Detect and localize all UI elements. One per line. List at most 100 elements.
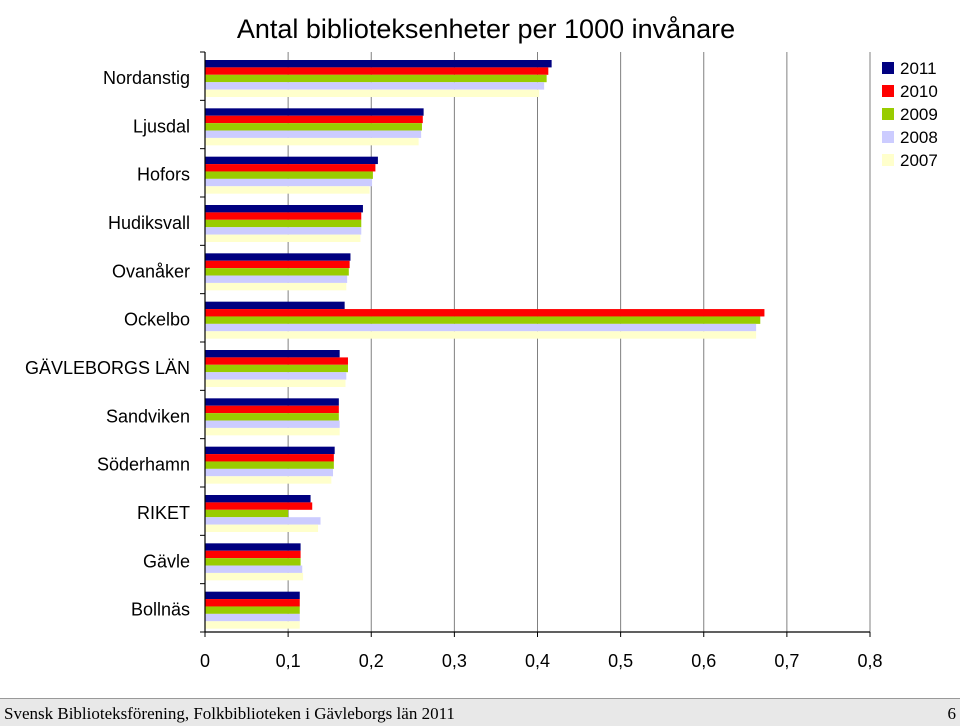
legend-swatch-2009 [882,108,894,120]
bar-2007-8 [205,476,332,484]
bar-2009-0 [205,74,547,83]
y-category-label: Bollnäs [131,600,190,620]
footer-text: Svensk Biblioteksförening, Folkbibliotek… [4,704,455,723]
y-category-label: RIKET [137,503,190,523]
bar-2011-8 [205,446,335,455]
legend-label-2010: 2010 [900,82,938,101]
bar-2008-9 [205,517,321,525]
bar-2008-3 [205,227,362,235]
bar-2007-7 [205,427,340,436]
bar-2009-1 [205,123,422,131]
bar-2007-11 [205,621,300,629]
legend-label-2008: 2008 [900,128,938,147]
bar-2011-1 [205,108,424,116]
legend-swatch-2010 [882,85,894,97]
bar-2011-9 [205,495,311,503]
bar-2010-3 [205,212,362,220]
y-category-label: Hofors [137,165,190,185]
x-tick-label: 0,8 [857,651,882,671]
bar-2009-10 [205,558,301,566]
bar-2011-2 [205,156,378,165]
bar-2010-4 [205,260,350,269]
bar-2007-9 [205,524,319,532]
bar-2010-2 [205,164,376,172]
bar-2011-3 [205,205,363,213]
legend-swatch-2008 [882,131,894,143]
bar-layer [205,60,765,629]
chart-title: Antal biblioteksenheter per 1000 invånar… [236,14,736,44]
page-number: 6 [947,704,957,723]
y-category-label: Söderhamn [97,455,190,475]
bar-2007-2 [205,186,370,194]
bar-2009-5 [205,316,761,324]
bar-2011-5 [205,301,345,310]
x-tick-label: 0,3 [442,651,467,671]
bar-2009-8 [205,461,334,469]
bar-2008-8 [205,468,334,477]
bar-2011-10 [205,543,301,551]
bar-2007-6 [205,379,346,387]
x-tick-label: 0,2 [359,651,384,671]
bar-2008-4 [205,275,348,283]
axis-layer: 0 0,1 0,2 0,3 0,4 0,5 0,6 0,7 0,8 Nordanstig Ljusd… [25,51,883,671]
bar-2008-7 [205,420,340,428]
y-category-label: GÄVLEBORGS LÄN [25,358,190,378]
bar-2009-6 [205,364,348,373]
x-tick-label: 0,5 [608,651,633,671]
slide-footer: Svensk Biblioteksförening, Folkbibliotek… [0,698,960,726]
bar-2010-9 [205,502,313,510]
bar-2007-4 [205,282,347,291]
x-tick-label: 0 [200,651,210,671]
legend-label-2011: 2011 [900,59,937,78]
x-tick-label: 0,7 [774,651,799,671]
bar-2007-10 [205,572,304,581]
bar-2007-5 [205,331,757,339]
y-category-label: Nordanstig [103,68,190,88]
bar-2010-8 [205,454,334,462]
bar-2010-10 [205,550,301,559]
bar-2011-0 [205,60,552,68]
y-category-label: Ockelbo [124,310,190,330]
bar-2008-10 [205,565,303,573]
bar-2007-1 [205,137,419,146]
bar-2011-11 [205,591,300,600]
legend-label-2007: 2007 [900,151,938,170]
bar-2008-5 [205,323,757,332]
bar-2010-1 [205,115,423,124]
legend-swatch-2007 [882,154,894,166]
y-category-label: Hudiksvall [108,213,190,233]
grid-layer [205,52,871,632]
bar-2008-2 [205,178,373,187]
y-category-label: Ljusdal [133,116,190,136]
x-tick-label: 0,1 [276,651,301,671]
bar-2007-3 [205,234,361,242]
x-tick-label: 0,6 [691,651,716,671]
bar-2008-1 [205,130,422,138]
bar-2010-0 [205,67,549,75]
y-category-label: Ovanåker [112,261,190,281]
bar-2008-6 [205,372,347,380]
legend-label-2009: 2009 [900,105,938,124]
bar-2011-4 [205,253,351,261]
bar-2009-7 [205,413,339,421]
bar-2010-7 [205,405,339,414]
y-category-label: Sandviken [106,406,190,426]
bar-2010-11 [205,599,300,607]
bar-2010-5 [205,309,765,317]
bar-2011-6 [205,350,340,358]
bar-2009-2 [205,171,373,179]
bar-2008-0 [205,82,545,90]
legend-swatch-2011 [882,62,894,74]
y-category-label: Gävle [143,551,190,571]
legend: 2011 2010 2009 2008 2007 [882,59,938,170]
bar-2011-7 [205,398,339,406]
bar-2009-11 [205,606,300,614]
x-tick-label: 0,4 [525,651,550,671]
bar-2007-0 [205,89,540,97]
bar-2008-11 [205,613,300,622]
bar-2010-6 [205,357,348,365]
bar-2009-3 [205,219,362,228]
bar-2009-4 [205,268,349,276]
bar-chart: 0 0,1 0,2 0,3 0,4 0,5 0,6 0,7 0,8 Nordanstig Ljusd… [25,51,938,671]
